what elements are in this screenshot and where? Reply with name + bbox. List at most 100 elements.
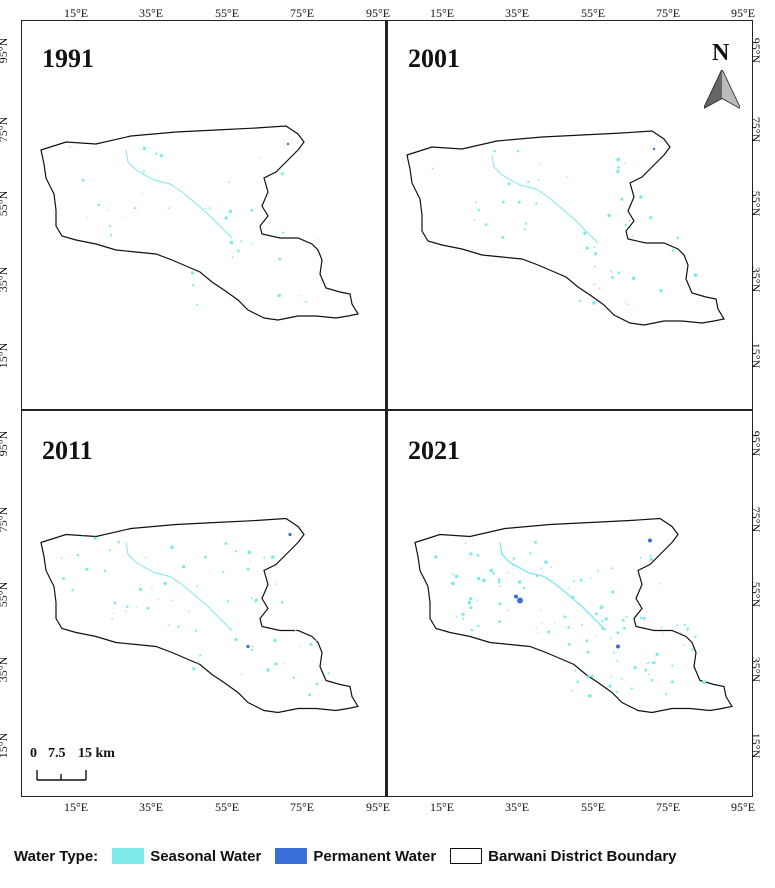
seasonal-water-patch	[275, 583, 278, 585]
seasonal-water-patch	[250, 648, 254, 652]
seasonal-water-patch	[568, 587, 570, 589]
seasonal-water-patch	[469, 606, 473, 610]
panel-year-2011: 2011	[42, 436, 93, 465]
seasonal-water-patch	[676, 236, 679, 240]
seasonal-water-patch	[660, 626, 663, 629]
seasonal-water-patch	[300, 645, 302, 648]
seasonal-water-patch	[568, 642, 571, 646]
seasonal-water-patch	[594, 252, 598, 256]
district-map-1991	[40, 125, 359, 321]
seasonal-water-patch	[655, 652, 659, 656]
seasonal-water-patch	[192, 667, 196, 671]
seasonal-water-patch	[93, 536, 97, 540]
seasonal-water-patch	[273, 638, 277, 643]
seasonal-water-patch	[451, 573, 454, 576]
legend-seasonal-label: Seasonal Water	[150, 847, 262, 865]
panel-year-2001: 2001	[408, 44, 460, 73]
lat-tick: 15°N	[749, 732, 764, 759]
seasonal-water-patch	[547, 630, 551, 634]
seasonal-water-patch	[464, 542, 467, 545]
lat-tick: 95°N	[0, 37, 11, 64]
seasonal-water-patch	[501, 235, 505, 239]
seasonal-water-patch	[109, 225, 112, 227]
seasonal-water-patch	[630, 687, 633, 690]
seasonal-water-patch	[586, 675, 590, 679]
seasonal-water-patch	[529, 552, 532, 555]
seasonal-water-patch	[199, 654, 202, 657]
seasonal-water-patch	[192, 284, 195, 287]
seasonal-water-patch	[507, 572, 509, 574]
seasonal-water-patch	[616, 631, 620, 635]
seasonal-water-patch	[159, 153, 163, 158]
scale-label-mid: 7.5	[48, 746, 66, 761]
permanent-water-body	[648, 538, 652, 543]
district-boundary	[406, 130, 725, 326]
lon-tick: 95°E	[366, 800, 391, 814]
seasonal-water-patch	[616, 169, 620, 174]
district-boundary	[40, 517, 359, 714]
lon-tick: 55°E	[215, 800, 240, 814]
lat-tick: 15°N	[0, 342, 11, 369]
permanent-water-body	[286, 142, 290, 146]
seasonal-water-patch	[622, 627, 626, 630]
river-line	[491, 154, 599, 244]
seasonal-water-patch	[693, 273, 698, 278]
seasonal-water-patch	[625, 301, 627, 303]
scale-label-end: 15 km	[78, 746, 115, 761]
scale-bar-graphic	[36, 770, 87, 781]
seasonal-water-patch	[255, 598, 258, 602]
seasonal-water-patch	[492, 571, 495, 575]
seasonal-water-patch	[246, 567, 250, 571]
seasonal-water-patch	[534, 540, 538, 544]
seasonal-water-patch	[308, 693, 312, 697]
permanent-water-body	[517, 597, 523, 604]
lon-tick: 15°E	[430, 6, 455, 20]
seasonal-water-patch	[467, 600, 472, 605]
seasonal-water-patch	[222, 570, 225, 573]
seasonal-water-patch	[250, 597, 253, 600]
seasonal-water-patch	[309, 642, 313, 646]
seasonal-water-patch	[125, 610, 127, 612]
seasonal-water-patch	[621, 618, 625, 622]
seasonal-water-patch	[170, 599, 173, 602]
seasonal-water-patch	[585, 246, 589, 250]
seasonal-water-patch	[615, 691, 619, 694]
river-line	[125, 149, 233, 239]
seasonal-water-patch	[278, 257, 282, 261]
seasonal-water-patch	[454, 574, 459, 579]
seasonal-water-patch	[686, 630, 689, 632]
lat-tick: 35°N	[749, 656, 764, 683]
lat-tick: 55°N	[749, 190, 764, 217]
seasonal-water-patch	[110, 234, 113, 237]
seasonal-water-patch	[497, 581, 501, 584]
lon-tick: 15°E	[64, 6, 89, 20]
seasonal-water-patch	[597, 569, 600, 572]
lon-tick: 55°E	[581, 800, 606, 814]
seasonal-water-patch	[142, 172, 145, 175]
seasonal-water-patch	[576, 680, 580, 684]
lat-tick: 55°N	[749, 581, 764, 608]
seasonal-water-patch	[611, 275, 614, 279]
lon-tick: 35°E	[505, 800, 530, 814]
seasonal-water-patch	[263, 556, 265, 559]
seasonal-water-patch	[97, 203, 100, 207]
seasonal-water-patch	[228, 209, 233, 214]
river-line	[125, 542, 233, 631]
seasonal-water-patch	[240, 673, 243, 676]
seasonal-water-patch	[579, 578, 583, 582]
seasonal-water-patch	[550, 566, 553, 568]
seasonal-water-patch	[240, 240, 243, 243]
seasonal-water-patch	[676, 624, 679, 627]
district-boundary	[40, 125, 359, 321]
seasonal-water-patch	[648, 673, 650, 676]
seasonal-water-patch	[294, 629, 297, 632]
seasonal-water-patch	[280, 172, 284, 176]
seasonal-water-patch	[646, 611, 648, 613]
seasonal-water-patch	[671, 664, 674, 667]
seasonal-water-patch	[571, 689, 574, 692]
seasonal-water-patch	[194, 629, 197, 632]
lat-tick: 35°N	[0, 266, 11, 293]
seasonal-water-patch	[585, 639, 589, 643]
lat-tick: 55°N	[0, 190, 11, 217]
seasonal-water-patch	[617, 271, 621, 275]
